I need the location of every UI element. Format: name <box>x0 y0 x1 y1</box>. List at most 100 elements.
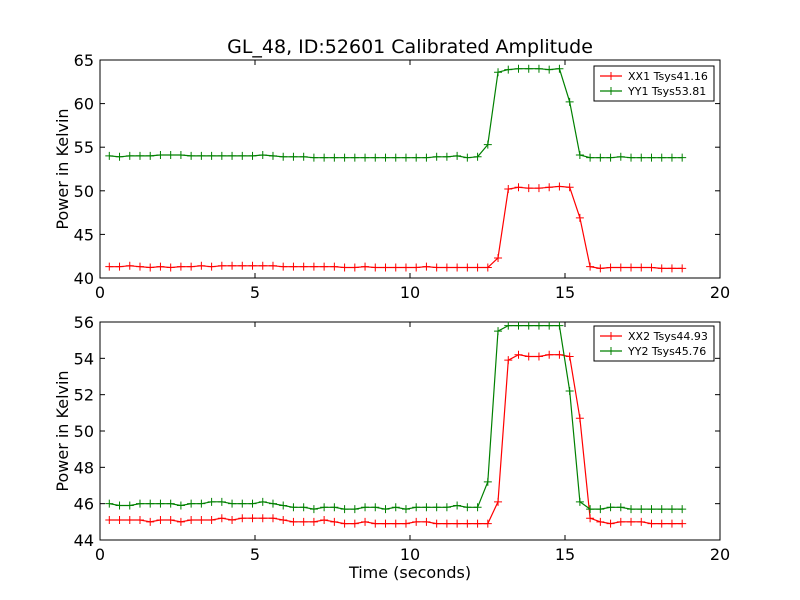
top-series-0-point <box>228 261 237 270</box>
bottom-series-0-point <box>494 497 503 506</box>
top-series-0-point <box>125 261 134 270</box>
top-series-1-point <box>258 151 267 160</box>
top-series-0-point <box>494 253 503 262</box>
top-series-0-point <box>545 183 554 192</box>
bottom-x-tick-label: 15 <box>555 545 575 564</box>
bottom-series-0-point <box>524 352 533 361</box>
bottom-series-0-point <box>381 519 390 528</box>
bottom-series-1-point <box>309 505 318 514</box>
bottom-series-0-point <box>586 514 595 523</box>
top-y-tick-label: 40 <box>74 269 94 288</box>
top-series-0-point <box>473 263 482 272</box>
top-series-0-point <box>320 262 329 271</box>
bottom-series-1-point <box>258 497 267 506</box>
bottom-series-0-point <box>217 514 226 523</box>
top-series-1-point <box>524 64 533 73</box>
top-plot-ticks: 0 5 10 15 20 40 45 50 55 60 65 <box>74 51 731 302</box>
bottom-series-0-point <box>391 519 400 528</box>
top-series-0-point <box>135 262 144 271</box>
top-series-1-point <box>627 153 636 162</box>
bottom-series-1-point <box>453 501 462 510</box>
top-series-0-point <box>565 183 574 192</box>
top-series-0-point <box>381 263 390 272</box>
bottom-series-1-point <box>289 503 298 512</box>
top-series-0-point <box>504 185 513 194</box>
top-series-1-point <box>616 152 625 161</box>
top-series-0-point <box>105 262 114 271</box>
bottom-series-0-point <box>309 517 318 526</box>
bottom-series-0-point <box>268 514 277 523</box>
top-series-0-point <box>678 264 687 273</box>
bottom-series-1-point <box>299 503 308 512</box>
bottom-series-1-point <box>125 501 134 510</box>
top-series-1-point <box>238 151 247 160</box>
bottom-series-1-point <box>197 499 206 508</box>
bottom-y-tick-label: 54 <box>74 349 94 368</box>
bottom-series-0-point <box>320 516 329 525</box>
bottom-series-1-point <box>678 505 687 514</box>
bottom-series-1-point <box>340 505 349 514</box>
top-series-1-point <box>401 153 410 162</box>
top-series-1-point <box>166 151 175 160</box>
bottom-series-0-point <box>238 514 247 523</box>
top-series-0-point <box>442 263 451 272</box>
top-x-tick-label: 15 <box>555 283 575 302</box>
top-series-1-point <box>483 140 492 149</box>
bottom-series-1-point <box>483 477 492 486</box>
bottom-series-0-point <box>575 414 584 423</box>
bottom-series-1-point <box>555 321 564 330</box>
bottom-series-1-point <box>575 497 584 506</box>
top-legend-marker-1 <box>607 87 615 95</box>
bottom-series-0-point <box>667 519 676 528</box>
top-series-1-point <box>268 151 277 160</box>
top-series-0-point <box>279 262 288 271</box>
bottom-series-1-point <box>524 321 533 330</box>
top-legend-box <box>593 65 715 102</box>
bottom-series-1-point <box>146 499 155 508</box>
top-series-1-point <box>207 151 216 160</box>
bottom-series-1-point <box>268 499 277 508</box>
bottom-series-0-point <box>545 350 554 359</box>
bottom-series-0-point <box>483 519 492 528</box>
bottom-series-0-point <box>627 517 636 526</box>
bottom-series-1-point <box>667 505 676 514</box>
bottom-series-1-point <box>279 501 288 510</box>
top-y-tick-label: 60 <box>74 95 94 114</box>
bottom-series-0-point <box>678 519 687 528</box>
bottom-series-1-point <box>135 499 144 508</box>
bottom-plot-legend: XX2 Tsys44.93 YY2 Tsys45.76 <box>593 325 715 362</box>
top-series-0-point <box>596 264 605 273</box>
bottom-series-1-point <box>422 503 431 512</box>
x-axis-label: Time (seconds) <box>348 563 471 582</box>
top-series-0-point <box>524 184 533 193</box>
bottom-y-tick-label: 50 <box>74 422 94 441</box>
bottom-series-0-point <box>361 517 370 526</box>
top-series-1-point <box>299 152 308 161</box>
bottom-series-1-point <box>627 505 636 514</box>
top-series-1-point <box>606 153 615 162</box>
top-series-1-point <box>391 153 400 162</box>
bottom-y-tick-label: 44 <box>74 531 94 550</box>
bottom-series-1-point <box>228 499 237 508</box>
top-series-0-point <box>637 263 646 272</box>
bottom-series-1-point <box>504 321 513 330</box>
bottom-series-0-point <box>197 516 206 525</box>
bottom-series-0-point <box>207 516 216 525</box>
bottom-series-1-point <box>586 505 595 514</box>
bottom-series-0-point <box>555 350 564 359</box>
top-legend-marker-0 <box>607 72 615 80</box>
bottom-series-1-point <box>657 505 666 514</box>
top-series-0-point <box>616 263 625 272</box>
top-y-tick-label: 45 <box>74 225 94 244</box>
bottom-series-1-point <box>320 503 329 512</box>
bottom-series-0-point <box>125 516 134 525</box>
top-plot-legend: XX1 Tsys41.16 YY1 Tsys53.81 <box>593 65 715 102</box>
top-series-0-point <box>238 261 247 270</box>
top-plot-area <box>105 64 687 273</box>
top-series-1-point <box>575 151 584 160</box>
top-legend-label-1: YY1 Tsys53.81 <box>627 85 706 98</box>
top-series-0-point <box>361 262 370 271</box>
bottom-x-tick-label: 20 <box>710 545 730 564</box>
bottom-series-0-point <box>105 516 114 525</box>
bottom-series-0-point <box>371 519 380 528</box>
